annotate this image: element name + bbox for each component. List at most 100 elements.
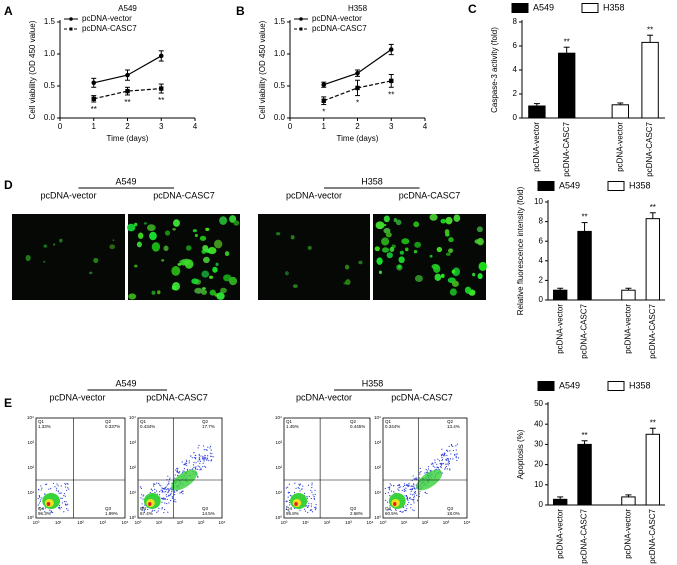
x-tick-label: 3 xyxy=(159,122,164,131)
event xyxy=(65,504,67,506)
event xyxy=(141,509,143,511)
flow-x-tick: 10² xyxy=(77,520,84,525)
legend-label: A549 xyxy=(559,380,580,390)
marker xyxy=(355,85,360,91)
cell xyxy=(173,219,180,227)
quadrant-value: 0.344% xyxy=(385,424,400,429)
event xyxy=(410,493,412,495)
cell xyxy=(191,278,199,285)
event xyxy=(310,489,312,492)
event xyxy=(308,505,310,507)
event xyxy=(302,485,304,487)
cell xyxy=(88,271,93,275)
event xyxy=(154,488,156,490)
cell xyxy=(414,274,423,282)
event xyxy=(143,509,145,511)
cell xyxy=(202,287,206,290)
event xyxy=(298,483,300,485)
event xyxy=(171,496,173,498)
cell xyxy=(476,226,483,233)
panel-label: C xyxy=(468,2,477,16)
event xyxy=(49,509,51,511)
event xyxy=(299,509,301,511)
event xyxy=(406,483,408,486)
event xyxy=(446,468,448,470)
event xyxy=(311,486,313,489)
event xyxy=(413,502,415,504)
event xyxy=(311,509,313,511)
event xyxy=(192,464,194,466)
event xyxy=(50,487,52,490)
event xyxy=(58,492,60,494)
x-tick-label: pcDNA-vector xyxy=(624,509,633,559)
event xyxy=(436,463,438,465)
cell xyxy=(52,243,56,246)
marker xyxy=(389,78,394,84)
bar xyxy=(552,289,568,301)
event xyxy=(413,510,415,512)
event xyxy=(39,496,41,498)
event xyxy=(212,456,214,458)
event xyxy=(165,491,167,493)
quadrant-name: Q3 xyxy=(202,506,209,511)
event xyxy=(426,492,428,495)
quadrant-value: 1.45% xyxy=(286,424,299,429)
cell xyxy=(344,264,350,270)
event xyxy=(166,498,168,501)
event xyxy=(447,462,450,464)
cell xyxy=(284,271,289,276)
cell xyxy=(440,273,445,279)
quadrant-value: 1.33% xyxy=(38,424,51,429)
event xyxy=(170,487,172,489)
quadrant-value: 60.5% xyxy=(385,511,398,516)
event xyxy=(405,490,407,492)
x-tick-label: pcDNA-CASC7 xyxy=(648,303,657,358)
cell xyxy=(215,262,219,266)
event xyxy=(183,463,185,466)
cell xyxy=(109,244,116,250)
event xyxy=(410,498,412,500)
event xyxy=(202,466,204,468)
y-tick-label: 2 xyxy=(539,276,544,285)
y-tick-label: 4 xyxy=(539,256,544,265)
event xyxy=(159,491,161,493)
event xyxy=(38,507,40,509)
flow-x-tick: 10² xyxy=(422,520,429,525)
event xyxy=(157,510,159,512)
event xyxy=(188,460,190,462)
cell xyxy=(429,254,433,258)
event xyxy=(387,492,389,494)
bar xyxy=(645,218,661,301)
event xyxy=(413,495,416,497)
event xyxy=(175,469,177,471)
x-tick-label: 1 xyxy=(322,122,327,131)
event xyxy=(177,467,179,469)
flow-x-tick: 10¹ xyxy=(156,520,163,525)
event xyxy=(440,463,442,465)
x-axis-label: Time (days) xyxy=(107,134,149,143)
density xyxy=(294,502,298,506)
event xyxy=(158,507,160,509)
cell xyxy=(93,257,99,264)
event xyxy=(315,503,317,506)
event xyxy=(164,488,166,490)
event xyxy=(403,483,406,485)
cell xyxy=(209,289,216,296)
cell xyxy=(376,257,383,265)
flow-y-tick: 10³ xyxy=(275,440,282,445)
cell xyxy=(381,247,390,253)
event xyxy=(56,487,58,489)
event xyxy=(311,511,314,513)
event xyxy=(142,498,144,500)
condition-label: pcDNA-CASC7 xyxy=(391,392,453,402)
cell xyxy=(434,273,442,281)
event xyxy=(141,494,143,496)
y-axis-label: Apoptosis (%) xyxy=(516,429,525,479)
cell xyxy=(172,228,176,231)
event xyxy=(67,487,69,489)
event xyxy=(306,495,308,498)
event xyxy=(202,456,204,458)
event xyxy=(285,487,287,489)
micrograph xyxy=(12,214,125,300)
event xyxy=(448,460,450,462)
